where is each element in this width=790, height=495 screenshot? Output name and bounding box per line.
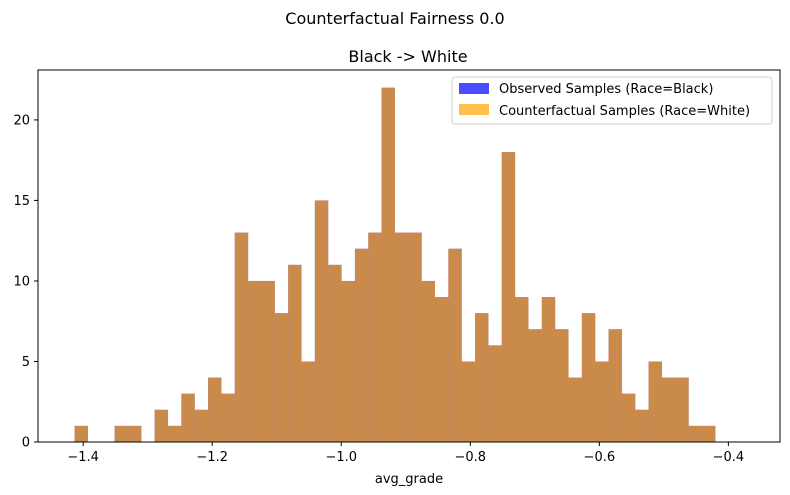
histogram-bar [154,409,169,442]
histogram-bar [702,425,716,442]
histogram-bar [74,425,88,442]
histogram-bar [194,409,209,442]
histogram-bar [568,377,582,442]
histogram-bar [261,280,275,442]
histogram-bar [595,361,609,442]
x-tick-label: −1.0 [325,450,357,465]
histogram-bar [581,313,596,442]
histogram-bar [435,297,449,442]
chart-title: Black -> White [348,47,467,66]
histogram-bar [248,280,262,442]
histogram-bar [274,313,289,442]
x-tick-label: −0.8 [455,450,487,465]
legend-box [451,76,773,125]
x-axis: −1.4 −1.2 −1.0 −0.8 −0.6 −0.4 [67,442,744,465]
y-tick-label: 5 [22,355,30,370]
histogram-bar [635,409,649,442]
histogram-bar [541,297,556,442]
legend-swatch-observed [459,83,489,94]
legend-label-counterfactual: Counterfactual Samples (Race=White) [499,104,750,119]
histogram-bar [421,280,436,442]
histogram-bar [555,329,569,442]
histogram-bar [221,393,235,442]
plot-area [74,87,716,442]
histogram-bar [234,232,249,442]
figure-suptitle: Counterfactual Fairness 0.0 [285,9,504,28]
histogram-bar [354,248,369,442]
y-tick-label: 15 [13,194,30,209]
histogram-bar [675,377,689,442]
histogram-bar [515,297,529,442]
y-tick-label: 10 [13,274,30,289]
histogram-bar [408,232,422,442]
histogram-bar [168,425,182,442]
x-tick-label: −1.2 [196,450,228,465]
histogram-bar [475,313,489,442]
legend-swatch-counterfactual [459,104,489,115]
y-tick-label: 20 [13,113,30,128]
histogram-bar [394,232,409,442]
y-axis: 0 5 10 15 20 [13,113,38,451]
histogram-bar [301,361,315,442]
x-tick-label: −1.4 [67,450,99,465]
histogram-bar [114,425,128,442]
histogram-bar [661,377,676,442]
x-tick-label: −0.6 [584,450,616,465]
histogram-bar [127,425,142,442]
histogram-bar [621,393,636,442]
series-1 [74,87,716,442]
legend: Observed Samples (Race=Black) Counterfac… [451,76,773,125]
histogram-bar [314,200,329,442]
histogram-bar [328,264,342,442]
histogram-bar [448,248,462,442]
histogram-bar [648,361,662,442]
histogram-bar [528,329,542,442]
legend-label-observed: Observed Samples (Race=Black) [499,82,713,97]
histogram-bar [488,345,502,442]
histogram-bar [341,280,355,442]
histogram-bar [368,232,382,442]
histogram-bar [288,264,302,442]
histogram-bar [461,361,476,442]
histogram-bar [608,329,622,442]
histogram-bar [501,152,516,442]
histogram-bar [381,87,395,442]
x-tick-label: −0.4 [713,450,745,465]
plot-frame [37,69,781,443]
histogram-bar [181,393,195,442]
y-tick-label: 0 [22,436,30,451]
histogram-bar [688,425,703,442]
histogram-bar [208,377,222,442]
x-axis-label: avg_grade [375,472,443,487]
